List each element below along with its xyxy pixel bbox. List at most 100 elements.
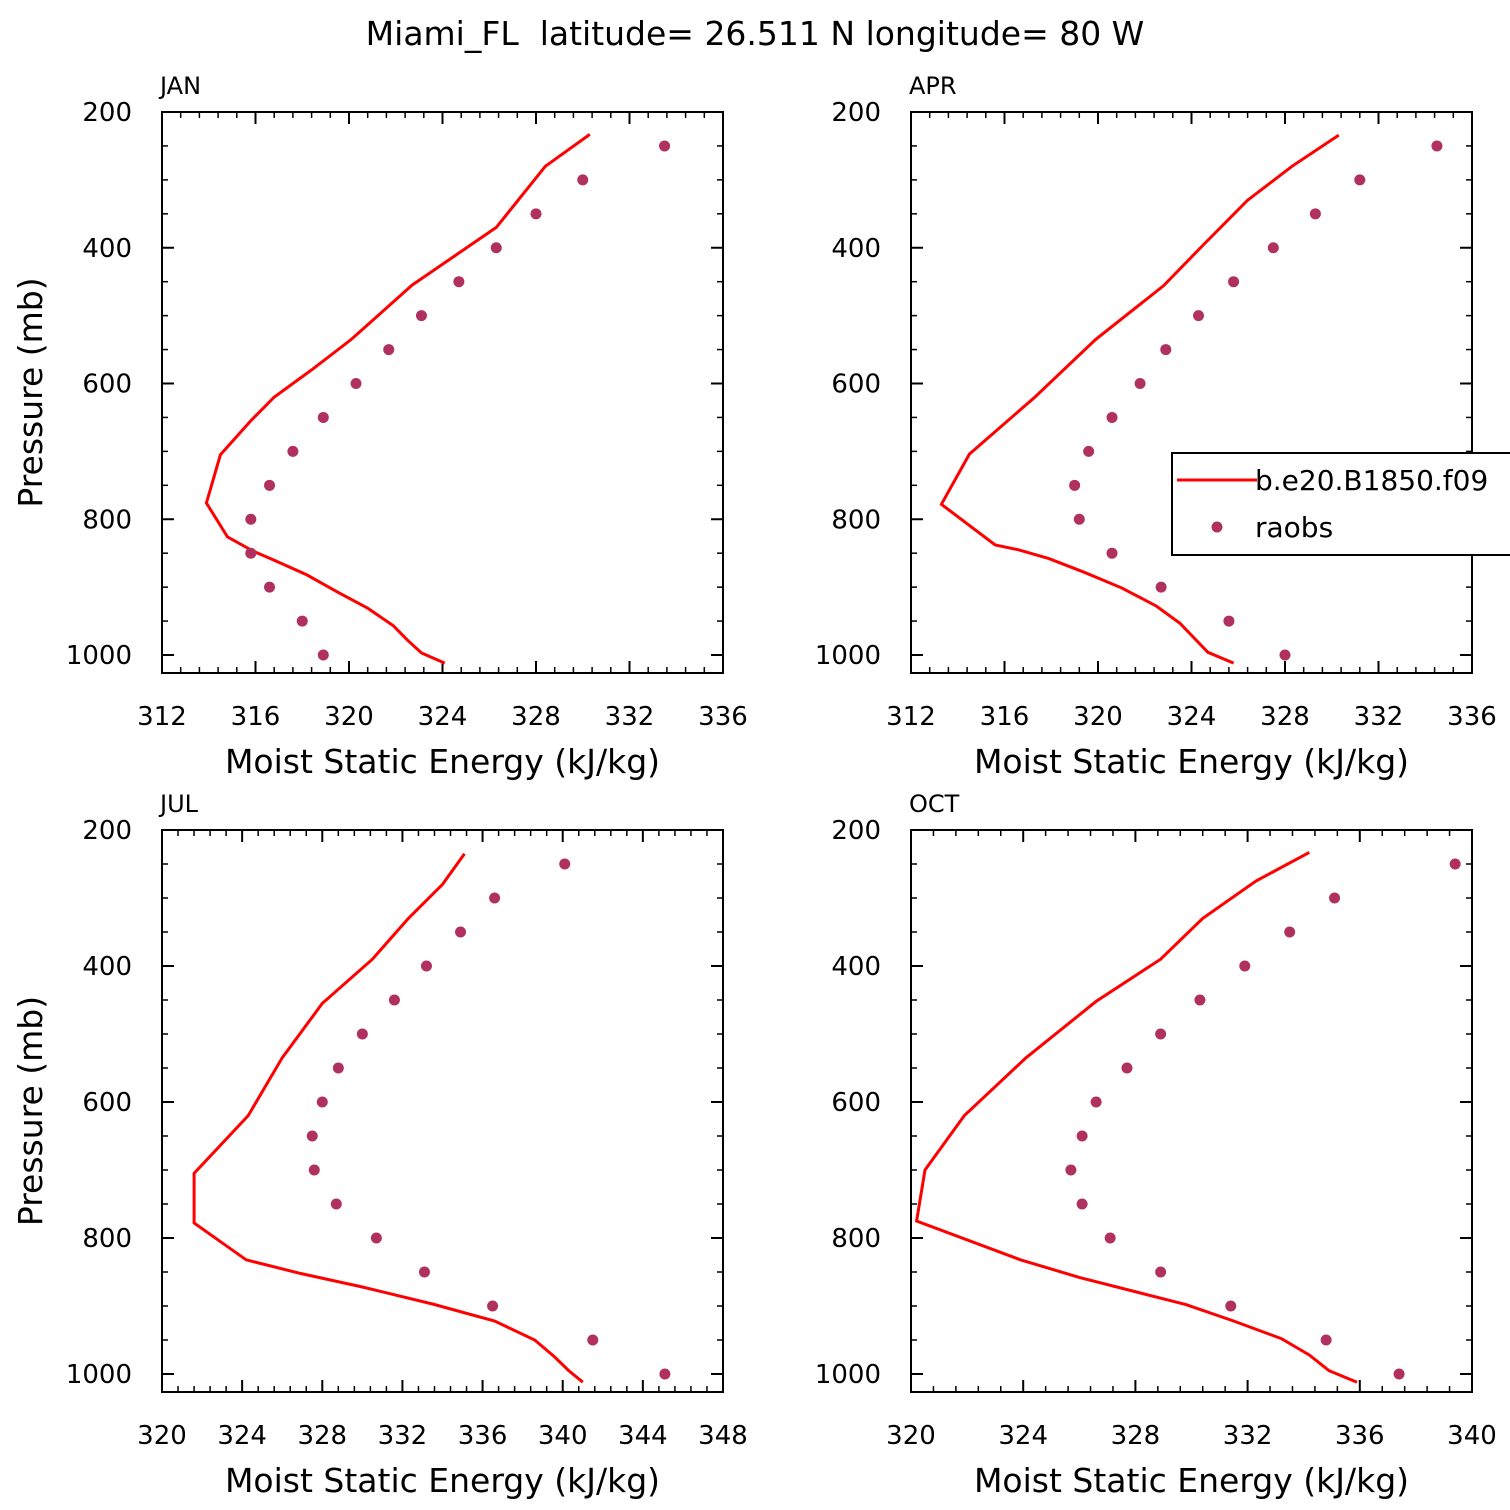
data-point-raobs: [1106, 547, 1118, 559]
data-point-raobs: [316, 1096, 328, 1108]
data-point-raobs: [1076, 1130, 1088, 1142]
data-point-raobs: [1354, 174, 1366, 186]
x-tick-label: 320: [324, 702, 374, 732]
data-point-raobs: [1193, 310, 1205, 322]
y-tick-label: 800: [82, 505, 132, 535]
y-tick-label: 200: [82, 816, 132, 846]
data-point-raobs: [1449, 858, 1461, 870]
y-tick-label: 1000: [815, 1360, 881, 1390]
data-point-raobs: [1106, 411, 1118, 423]
data-point-raobs: [1225, 1300, 1237, 1312]
data-point-raobs: [287, 445, 299, 457]
y-tick-label: 600: [82, 370, 132, 400]
data-point-raobs: [1239, 960, 1251, 972]
data-point-raobs: [1155, 1266, 1167, 1278]
data-point-raobs: [317, 411, 329, 423]
plot-frame: [910, 111, 1473, 674]
data-point-raobs: [1309, 208, 1321, 220]
y-tick-label: 800: [831, 505, 881, 535]
plot-frame: [910, 829, 1473, 1393]
data-point-raobs: [530, 208, 542, 220]
x-tick-label: 320: [137, 1421, 187, 1451]
x-tick-label: 320: [886, 1421, 936, 1451]
x-tick-label: 320: [1073, 702, 1123, 732]
data-point-raobs: [245, 547, 257, 559]
x-tick-label: 316: [980, 702, 1030, 732]
data-point-raobs: [383, 344, 395, 356]
y-tick-label: 200: [82, 98, 132, 128]
x-tick-label: 336: [458, 1421, 508, 1451]
data-point-raobs: [559, 858, 571, 870]
data-point-raobs: [1228, 276, 1240, 288]
y-tick-label: 1000: [66, 1360, 132, 1390]
y-axis-label: Pressure (mb): [11, 277, 50, 507]
series-line-model: [204, 133, 591, 665]
x-tick-label: 340: [538, 1421, 588, 1451]
panel-label: OCT: [909, 790, 960, 818]
series-line-model: [914, 851, 1358, 1384]
data-point-raobs: [308, 1164, 320, 1176]
plot-area: [914, 851, 1461, 1384]
x-tick-label: 336: [1335, 1421, 1385, 1451]
figure-title: Miami_FL latitude= 26.511 N longitude= 8…: [366, 14, 1145, 53]
data-point-raobs: [388, 994, 400, 1006]
y-tick-label: 1000: [815, 641, 881, 671]
legend-label-raobs: raobs: [1255, 511, 1333, 544]
y-tick-label: 400: [831, 952, 881, 982]
x-tick-label: 312: [137, 702, 187, 732]
x-tick-label: 344: [618, 1421, 668, 1451]
y-tick-label: 600: [831, 370, 881, 400]
y-tick-label: 600: [82, 1088, 132, 1118]
data-point-raobs: [415, 310, 427, 322]
panel-label: JUL: [158, 790, 199, 818]
y-tick-label: 800: [82, 1224, 132, 1254]
legend-marker-swatch: [1211, 521, 1223, 533]
series-line-model: [192, 852, 584, 1384]
data-point-raobs: [1155, 1028, 1167, 1040]
y-tick-label: 800: [831, 1224, 881, 1254]
y-tick-label: 1000: [66, 641, 132, 671]
x-tick-label: 328: [511, 702, 561, 732]
x-axis-label: Moist Static Energy (kJ/kg): [225, 742, 660, 781]
x-tick-label: 324: [418, 702, 468, 732]
data-point-raobs: [317, 649, 329, 661]
x-axis-label: Moist Static Energy (kJ/kg): [974, 742, 1409, 781]
chart-panel-jul: JUL 320 324 328 332 336 340 344 348 200 400 600 800 1…: [11, 790, 748, 1500]
data-point-raobs: [487, 1300, 499, 1312]
data-point-raobs: [356, 1028, 368, 1040]
y-tick-label: 600: [831, 1088, 881, 1118]
x-tick-label: 340: [1447, 1421, 1497, 1451]
data-point-raobs: [1069, 479, 1081, 491]
chart-panel-apr: APR 312 316 320 324 328 332 336 200 400 600 800 1000…: [815, 72, 1497, 781]
x-axis-label: Moist Static Energy (kJ/kg): [974, 1461, 1409, 1500]
y-tick-label: 400: [82, 952, 132, 982]
data-point-raobs: [420, 960, 432, 972]
x-axis-label: Moist Static Energy (kJ/kg): [225, 1461, 660, 1500]
series-line-model: [939, 133, 1340, 665]
data-point-raobs: [306, 1130, 318, 1142]
x-tick-label: 332: [378, 1421, 428, 1451]
data-point-raobs: [489, 892, 501, 904]
plot-area: [192, 852, 671, 1384]
y-axis-label: Pressure (mb): [11, 996, 50, 1226]
x-tick-label: 332: [1223, 1421, 1273, 1451]
data-point-raobs: [264, 581, 276, 593]
x-tick-label: 336: [698, 702, 748, 732]
data-point-raobs: [1083, 445, 1095, 457]
data-point-raobs: [1065, 1164, 1077, 1176]
x-tick-label: 328: [1260, 702, 1310, 732]
data-point-raobs: [490, 242, 502, 254]
data-point-raobs: [1160, 344, 1172, 356]
data-point-raobs: [1431, 140, 1443, 152]
data-point-raobs: [1284, 926, 1296, 938]
y-tick-label: 200: [831, 816, 881, 846]
x-tick-label: 324: [217, 1421, 267, 1451]
data-point-raobs: [1134, 378, 1146, 389]
data-point-raobs: [1090, 1096, 1102, 1108]
data-point-raobs: [1073, 513, 1085, 525]
chart-panel-oct: OCT 320 324 328 332 336 340 200 400 600 800 1000 Moi…: [815, 790, 1497, 1500]
chart-panel-jan: JAN 312 316 320 324 328 332 336 200 400 600 800 1000…: [11, 72, 748, 781]
data-point-raobs: [264, 479, 276, 491]
data-point-raobs: [587, 1334, 599, 1346]
